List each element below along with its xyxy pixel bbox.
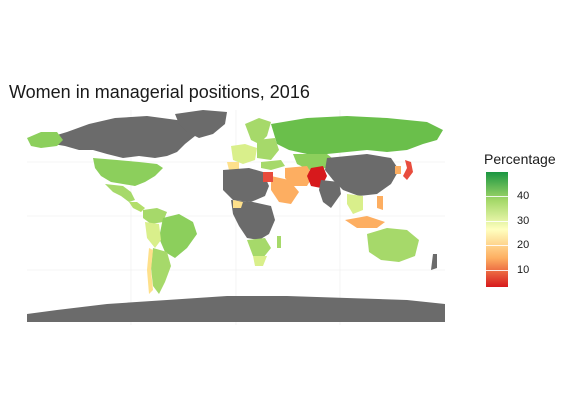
region-russia: [271, 116, 443, 154]
region-korea: [395, 166, 401, 174]
region-arabia: [271, 176, 299, 204]
region-scandinavia: [245, 118, 271, 144]
region-eastern-europe: [257, 138, 279, 160]
map-title: Women in managerial positions, 2016: [9, 82, 310, 102]
region-colombia: [143, 208, 167, 224]
legend-title: Percentage: [484, 151, 556, 167]
region-southern-africa: [247, 238, 271, 258]
region-india: [319, 180, 341, 208]
region-new-zealand: [431, 254, 437, 270]
region-madagascar: [277, 236, 281, 248]
region-greenland: [175, 110, 227, 138]
legend-tick-label: 10: [517, 263, 530, 276]
legend-tick-label: 40: [517, 190, 530, 203]
region-usa: [93, 158, 163, 186]
region-canada: [47, 116, 197, 158]
legend-tick-label: 20: [517, 239, 530, 252]
region-chile: [147, 248, 153, 294]
legend-tick-mark: [486, 196, 508, 198]
region-central-america: [129, 202, 145, 212]
region-north-africa: [223, 168, 269, 202]
legend-tick-label: 30: [517, 214, 530, 227]
legend-tick-mark: [486, 245, 508, 247]
region-china: [325, 154, 399, 196]
legend-color-bar: [486, 172, 508, 287]
region-antarctica: [27, 296, 445, 322]
region-iberia: [227, 162, 239, 170]
legend-tick-mark: [486, 269, 508, 271]
region-argentina: [151, 248, 171, 294]
region-philippines: [377, 196, 383, 210]
region-brazil: [159, 214, 197, 258]
region-indonesia: [345, 216, 385, 228]
region-alaska: [27, 132, 63, 148]
region-australia: [367, 228, 419, 262]
region-south-africa: [253, 256, 267, 266]
region-japan: [403, 160, 413, 180]
region-peru: [145, 222, 161, 248]
region-central-africa: [231, 200, 275, 240]
region-turkey: [261, 160, 285, 170]
region-egypt: [263, 172, 273, 182]
legend-tick-mark: [486, 220, 508, 222]
region-west-africa: [233, 200, 243, 208]
region-western-europe: [231, 144, 257, 164]
region-southeast-asia: [347, 194, 363, 214]
region-mexico: [105, 184, 135, 202]
world-map: [27, 110, 445, 325]
region-iran: [285, 166, 313, 186]
